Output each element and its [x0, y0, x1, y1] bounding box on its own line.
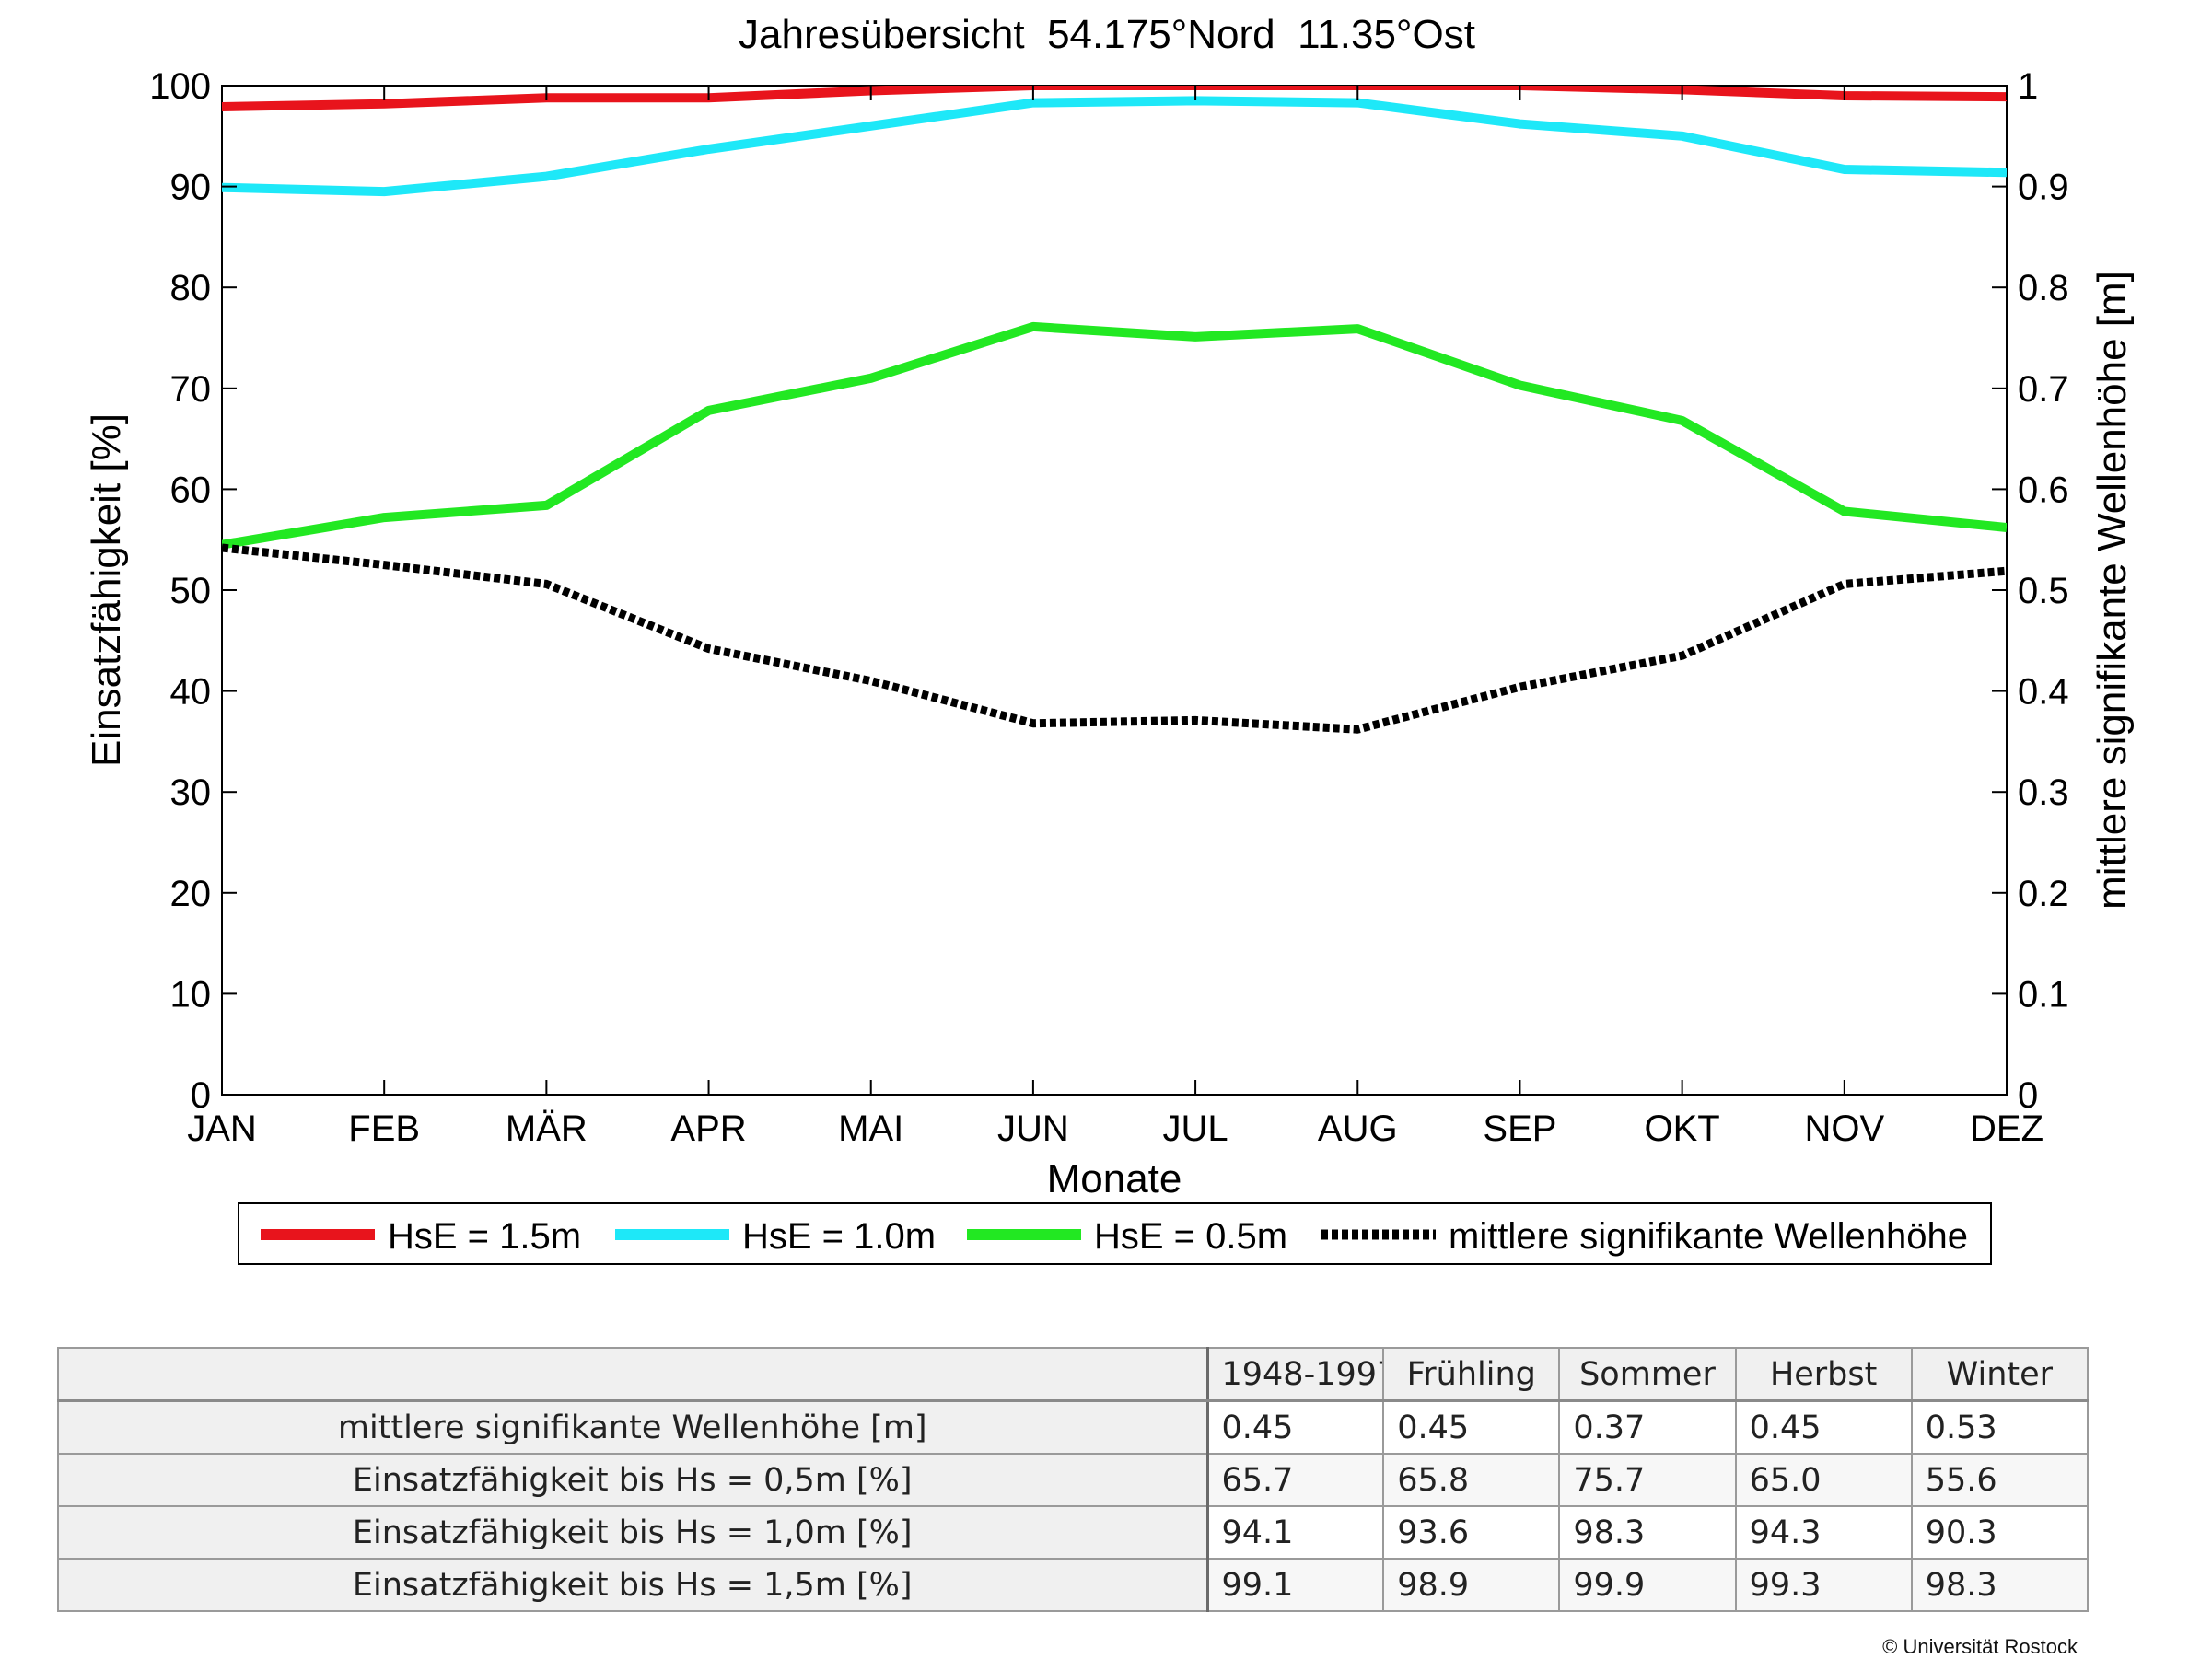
y-tick-label: 20 [170, 874, 212, 914]
table-corner-cell [57, 1347, 1209, 1402]
table-row: Einsatzfähigkeit bis Hs = 0,5m [%] 65.7 … [57, 1453, 2090, 1507]
x-tick-label: APR [670, 1108, 746, 1149]
y-tick-label: 90 [170, 168, 212, 208]
y2-tick-label: 0.4 [2018, 672, 2069, 713]
table-cell: 93.6 [1382, 1505, 1561, 1560]
table-cell: 0.53 [1910, 1399, 2090, 1455]
x-tick-label: MAI [838, 1108, 903, 1149]
y-tick-label: 80 [170, 268, 212, 308]
legend-label: mittlere signifikante Wellenhöhe [1449, 1216, 1968, 1257]
table-row-label: Einsatzfähigkeit bis Hs = 1,0m [%] [57, 1505, 1209, 1560]
statistics-table: 1948-1997 Frühling Sommer Herbst Winter … [57, 1347, 2090, 1612]
x-tick-label: JUN [997, 1108, 1069, 1149]
copyright-notice: © Universität Rostock [1882, 1635, 2078, 1658]
x-tick-label: OKT [1645, 1108, 1720, 1149]
table-col-header: Frühling [1382, 1347, 1561, 1402]
table-cell: 75.7 [1558, 1453, 1737, 1507]
chart-title: Jahresübersicht 54.175°Nord 11.35°Ost [739, 12, 1475, 57]
table-cell: 0.37 [1558, 1399, 1737, 1455]
legend-label: HsE = 0.5m [1094, 1216, 1287, 1257]
table-cell: 65.0 [1734, 1453, 1913, 1507]
table-cell: 55.6 [1910, 1453, 2090, 1507]
table-col-header: Herbst [1734, 1347, 1913, 1402]
series-line-2 [222, 96, 2007, 197]
table-cell: 94.3 [1734, 1505, 1913, 1560]
table-row: Einsatzfähigkeit bis Hs = 1,5m [%] 99.1 … [57, 1558, 2090, 1612]
table-cell: 94.1 [1205, 1505, 1385, 1560]
y2-tick-label: 0.8 [2018, 268, 2069, 308]
y-tick-label: 50 [170, 571, 212, 611]
table-row-label: Einsatzfähigkeit bis Hs = 0,5m [%] [57, 1453, 1209, 1507]
x-tick-label: DEZ [1970, 1108, 2043, 1149]
y2-axis-label: mittlere signifikante Wellenhöhe [m] [2090, 271, 2135, 910]
table-cell: 98.3 [1910, 1558, 2090, 1612]
table-cell: 0.45 [1205, 1399, 1385, 1455]
table-cell: 0.45 [1382, 1399, 1561, 1455]
legend-box [238, 1202, 1992, 1265]
series-line-3 [222, 321, 2007, 550]
series-line-4 [222, 543, 2007, 734]
table-cell: 90.3 [1910, 1505, 2090, 1560]
y2-tick-label: 0.9 [2018, 168, 2069, 208]
y-tick-label: 30 [170, 772, 212, 813]
legend-label: HsE = 1.5m [388, 1216, 581, 1257]
table-cell: 99.3 [1734, 1558, 1913, 1612]
y2-tick-label: 0.1 [2018, 974, 2069, 1015]
y-tick-label: 10 [170, 974, 212, 1015]
series-layer [222, 86, 2007, 734]
x-axis-label: Monate [1047, 1156, 1182, 1201]
y-tick-label: 100 [149, 66, 211, 107]
table-cell: 0.45 [1734, 1399, 1913, 1455]
y2-tick-label: 0.7 [2018, 369, 2069, 410]
y-tick-label: 0 [191, 1075, 211, 1116]
y2-tick-label: 1 [2018, 66, 2038, 107]
table-cell: 98.3 [1558, 1505, 1737, 1560]
table-row-label: mittlere signifikante Wellenhöhe [m] [57, 1399, 1209, 1455]
table-col-header: Winter [1910, 1347, 2090, 1402]
legend-label: HsE = 1.0m [742, 1216, 936, 1257]
table-cell: 99.9 [1558, 1558, 1737, 1612]
table-row: Einsatzfähigkeit bis Hs = 1,0m [%] 94.1 … [57, 1505, 2090, 1560]
x-tick-label: SEP [1483, 1108, 1556, 1149]
table-col-header: 1948-1997 [1205, 1347, 1385, 1402]
y-tick-label: 70 [170, 369, 212, 410]
table-cell: 98.9 [1382, 1558, 1561, 1612]
table-cell: 65.8 [1382, 1453, 1561, 1507]
y2-tick-label: 0.6 [2018, 470, 2069, 510]
table-row-label: Einsatzfähigkeit bis Hs = 1,5m [%] [57, 1558, 1209, 1612]
x-tick-label: NOV [1804, 1108, 1884, 1149]
plot-area [221, 85, 2008, 1096]
series-line-1 [222, 86, 2007, 111]
y2-tick-label: 0.2 [2018, 874, 2069, 914]
x-tick-label: JAN [187, 1108, 257, 1149]
table-cell: 65.7 [1205, 1453, 1385, 1507]
y2-tick-label: 0.5 [2018, 571, 2069, 611]
y2-tick-label: 0.3 [2018, 772, 2069, 813]
y-tick-label: 60 [170, 470, 212, 510]
axes-layer: JAN FEB MÄR APR MAI JUN JUL AUG SEP OKT NOV DEZ0102… [149, 66, 2068, 1149]
y2-tick-label: 0 [2018, 1075, 2038, 1116]
legend: HsE = 1.5m HsE = 1.0m HsE = 0.5m mittlere s… [238, 1202, 1992, 1265]
table-col-header: Sommer [1558, 1347, 1737, 1402]
table-cell: 99.1 [1205, 1558, 1385, 1612]
y-axis-label: Einsatzfähigkeit [%] [84, 413, 129, 767]
x-tick-label: AUG [1318, 1108, 1398, 1149]
table-header-row: 1948-1997 Frühling Sommer Herbst Winter [57, 1347, 2090, 1402]
x-tick-label: MÄR [506, 1108, 588, 1149]
y-tick-label: 40 [170, 672, 212, 713]
table-row: mittlere signifikante Wellenhöhe [m] 0.4… [57, 1399, 2090, 1455]
x-tick-label: FEB [348, 1108, 420, 1149]
x-tick-label: JUL [1163, 1108, 1228, 1149]
